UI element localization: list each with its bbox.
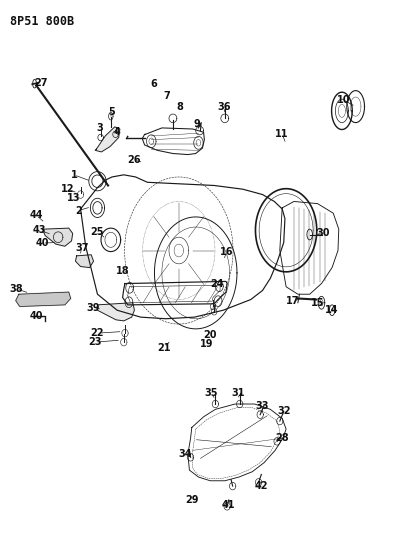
Text: 14: 14: [325, 305, 339, 315]
Text: 40: 40: [29, 311, 43, 320]
Text: 39: 39: [87, 303, 100, 313]
Text: 27: 27: [35, 78, 48, 87]
Text: 37: 37: [75, 243, 88, 253]
Text: 9: 9: [193, 119, 200, 128]
Text: 28: 28: [275, 433, 289, 443]
Text: 34: 34: [179, 449, 192, 459]
Text: 44: 44: [29, 211, 43, 220]
Text: 10: 10: [337, 95, 351, 105]
Text: 5: 5: [108, 107, 116, 117]
Text: 7: 7: [163, 91, 171, 101]
Text: 23: 23: [88, 337, 102, 347]
Polygon shape: [16, 292, 71, 306]
Text: 22: 22: [91, 328, 104, 338]
Text: 15: 15: [311, 298, 324, 308]
Text: 31: 31: [231, 389, 244, 398]
Text: 25: 25: [91, 227, 104, 237]
Text: 8P51 800B: 8P51 800B: [10, 15, 74, 28]
Polygon shape: [95, 127, 120, 152]
Text: 41: 41: [222, 500, 235, 510]
Text: 17: 17: [286, 296, 299, 306]
Text: 19: 19: [200, 339, 213, 349]
Text: 42: 42: [255, 481, 268, 491]
Text: 8: 8: [176, 102, 184, 111]
Text: 35: 35: [205, 389, 218, 398]
Text: 4: 4: [114, 127, 121, 137]
Text: 21: 21: [158, 343, 171, 352]
Text: 32: 32: [277, 407, 290, 416]
Text: 11: 11: [275, 130, 289, 139]
Text: 6: 6: [150, 79, 157, 89]
Polygon shape: [42, 228, 73, 246]
Text: 29: 29: [185, 495, 198, 505]
Text: 20: 20: [204, 330, 217, 340]
Text: 18: 18: [116, 266, 129, 276]
Text: 33: 33: [256, 401, 269, 411]
Text: 3: 3: [97, 123, 104, 133]
Text: 2: 2: [75, 206, 82, 215]
Text: 30: 30: [316, 229, 330, 238]
Text: 38: 38: [10, 284, 23, 294]
Polygon shape: [75, 255, 94, 268]
Text: 26: 26: [127, 155, 140, 165]
Text: 24: 24: [210, 279, 224, 288]
Text: 13: 13: [67, 193, 81, 203]
Text: 40: 40: [36, 238, 49, 248]
Polygon shape: [97, 303, 134, 321]
Text: 12: 12: [61, 184, 74, 194]
Text: 36: 36: [217, 102, 231, 111]
Text: 16: 16: [220, 247, 234, 256]
Text: 43: 43: [33, 225, 46, 235]
Text: 1: 1: [70, 170, 77, 180]
